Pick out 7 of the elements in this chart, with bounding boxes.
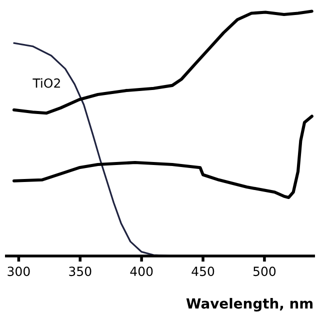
x-tick-label: 300	[8, 266, 30, 276]
x-tick-label: 350	[69, 266, 92, 276]
x-axis-title: Wavelength, nm	[186, 298, 313, 312]
x-tick-label: 450	[192, 266, 214, 276]
x-tick-label: 400	[130, 266, 153, 276]
x-tick-label: 500	[253, 266, 276, 276]
series-label: TiO2	[32, 78, 60, 88]
